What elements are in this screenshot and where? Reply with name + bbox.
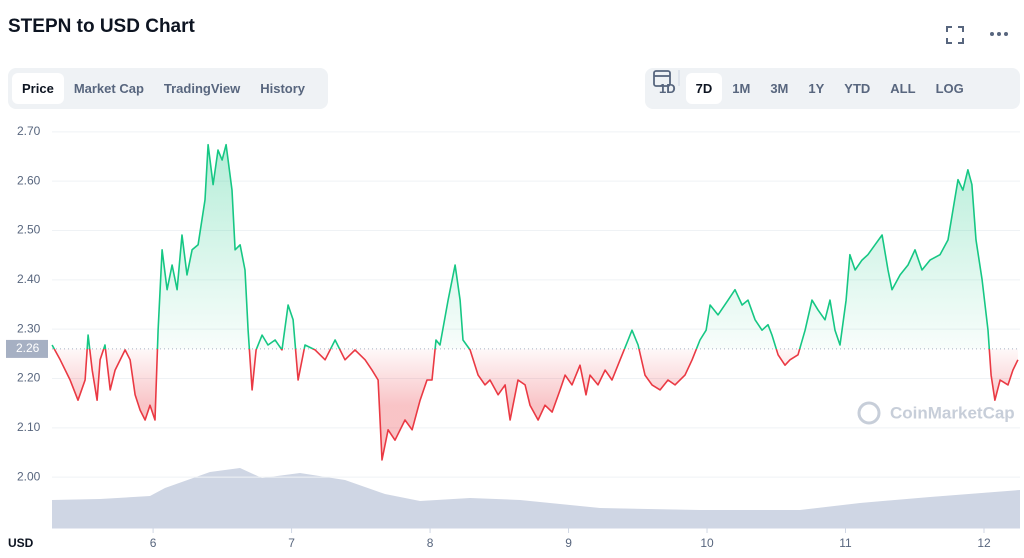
x-tick-label: 11: [839, 536, 852, 550]
tab[interactable]: Price: [12, 73, 64, 104]
range-group: 1D 7D 1M 3M 1Y YTD ALL LOG: [645, 68, 1020, 109]
x-tick-label: 6: [150, 536, 157, 550]
y-tick-label: 2.10: [17, 420, 41, 434]
range-button[interactable]: 1D: [659, 81, 676, 96]
plot: 2.00 2.10 2.20 2.30 2.40 2.50 2.60 2.70 6 7 8 9 10 11…: [6, 124, 1020, 550]
y-tick-label: 2.40: [17, 272, 41, 286]
more-icon[interactable]: [989, 30, 1009, 38]
watermark: CoinMarketCap: [890, 403, 1015, 422]
y-tick-label: 2.60: [17, 173, 41, 187]
baseline-label: 2.26: [16, 341, 40, 355]
y-tick-label: 2.50: [17, 223, 41, 237]
range-button[interactable]: 1Y: [808, 81, 825, 96]
tab-group: Price Market Cap TradingView History: [8, 68, 328, 109]
tab[interactable]: Market Cap: [73, 81, 144, 96]
range-button[interactable]: 7D: [685, 73, 723, 104]
watermark-logo: [857, 401, 881, 425]
baseline-badge: [6, 339, 48, 358]
log-button[interactable]: LOG: [935, 81, 964, 96]
y-tick-label: 2.70: [17, 124, 41, 138]
x-tick-label: 7: [288, 536, 295, 550]
range-button[interactable]: YTD: [844, 81, 871, 96]
y-tick-label: 2.30: [17, 321, 41, 335]
x-tick-label: 10: [700, 536, 714, 550]
calendar-icon[interactable]: [645, 68, 681, 88]
currency-label: USD: [8, 536, 34, 550]
price-line: [51, 143, 1019, 461]
y-tick-label: 2.20: [17, 371, 41, 385]
chart-title: STEPN to USD Chart: [8, 16, 195, 37]
price-area: [52, 144, 1018, 460]
x-tick-label: 9: [565, 536, 572, 550]
range-button[interactable]: 1M: [732, 81, 751, 96]
x-tick-label: 8: [427, 536, 434, 550]
x-tick-label: 12: [977, 536, 991, 550]
y-tick-label: 2.00: [17, 469, 41, 483]
tab[interactable]: TradingView: [163, 81, 241, 96]
tab[interactable]: History: [260, 81, 306, 96]
volume-area: [52, 468, 1020, 528]
range-button[interactable]: ALL: [890, 81, 916, 96]
range-button[interactable]: 3M: [770, 81, 789, 96]
fullscreen-icon[interactable]: [946, 26, 964, 44]
